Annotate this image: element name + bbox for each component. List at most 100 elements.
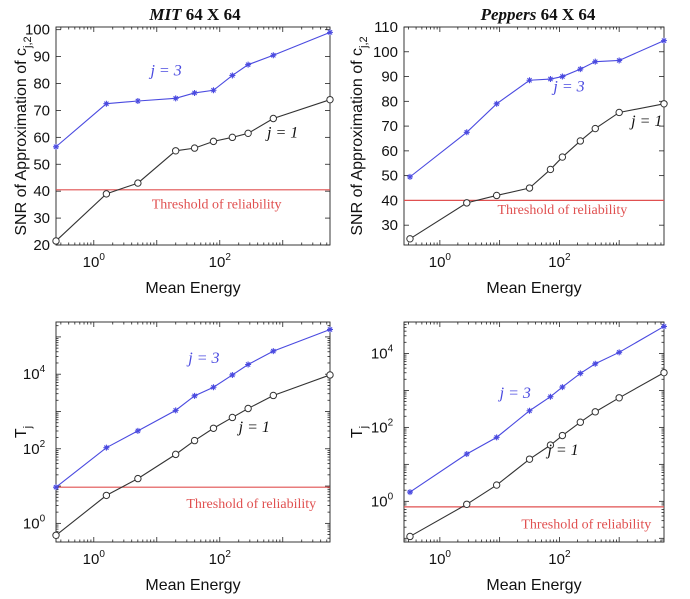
y-tick-label: 102 (23, 439, 46, 458)
y-tick-label: 50 (33, 156, 50, 173)
data-point (244, 404, 252, 413)
data-point (406, 532, 414, 541)
series-line-j1 (55, 99, 331, 242)
data-point (463, 500, 471, 508)
data-point (576, 137, 585, 145)
data-point (616, 57, 623, 64)
data-point (591, 124, 599, 133)
y-axis-label-subscript: j (358, 426, 370, 429)
x-tick-label: 100 (83, 549, 106, 568)
y-tick-exponent: 0 (388, 491, 394, 502)
chart-title-name: MIT (148, 5, 182, 24)
data-point (660, 368, 668, 377)
data-point (134, 474, 142, 483)
threshold-label: Threshold of reliability (521, 518, 651, 533)
chart-title: MIT 64 X 64 (148, 5, 241, 24)
data-point (661, 323, 667, 330)
chart-title-size: 64 X 64 (536, 5, 596, 24)
chart-title: Peppers 64 X 64 (480, 5, 596, 24)
series-line-j3 (409, 325, 665, 493)
y-tick-exponent: 4 (40, 364, 46, 375)
x-tick-exponent: 2 (225, 549, 231, 560)
data-point (210, 384, 217, 391)
data-point (406, 173, 413, 180)
y-axis-label-subscript: j,2 (22, 36, 34, 49)
y-tick-label: 100 (23, 513, 46, 532)
data-point (245, 361, 252, 368)
data-point (463, 129, 470, 136)
y-tick-label: 110 (374, 19, 398, 36)
y-tick-exponent: 2 (40, 439, 46, 450)
data-point (209, 424, 218, 432)
threshold-label: Threshold of reliability (186, 497, 316, 512)
x-tick-exponent: 2 (565, 549, 571, 560)
data-point (172, 407, 179, 414)
x-tick-exponent: 2 (565, 252, 571, 263)
data-point (592, 58, 599, 65)
series-line-j1 (409, 372, 665, 537)
x-tick-label: 100 (83, 252, 106, 271)
data-point (559, 73, 566, 80)
series-label-j3: j = 3 (498, 385, 531, 402)
series-line-j3 (55, 31, 331, 148)
x-axis-label: Mean Energy (145, 577, 240, 594)
data-point (53, 484, 59, 491)
plot-frame (55, 321, 331, 543)
y-tick-label: 104 (23, 364, 46, 383)
series-label-j3: j = 3 (148, 62, 181, 79)
plot-frame (55, 26, 331, 246)
data-point (660, 100, 668, 108)
data-point (52, 237, 60, 245)
data-point (546, 165, 555, 174)
y-tick-label: 90 (381, 69, 398, 86)
series-label-j1: j = 1 (545, 442, 578, 459)
x-tick-label: 102 (548, 252, 571, 271)
x-tick-label: 102 (209, 549, 232, 568)
data-point (172, 95, 179, 102)
data-point (53, 143, 59, 150)
x-tick-label: 100 (429, 252, 452, 271)
y-tick-label: 100 (25, 22, 50, 39)
x-tick-exponent: 0 (99, 252, 105, 263)
x-axis-label: Mean Energy (486, 577, 581, 594)
plot-frame (403, 26, 665, 246)
data-point (190, 144, 199, 152)
data-point (229, 72, 236, 79)
data-point (210, 87, 217, 94)
x-axis-label: Mean Energy (145, 280, 240, 297)
y-tick-label: 100 (373, 44, 398, 61)
data-point (558, 431, 567, 440)
data-point (615, 108, 623, 117)
y-tick-label: 102 (371, 417, 394, 436)
chart-title-name: Peppers (480, 5, 537, 24)
data-point (577, 370, 584, 377)
y-tick-label: 80 (381, 93, 398, 110)
data-point (171, 450, 180, 459)
y-tick-label: 20 (33, 237, 50, 254)
data-point (103, 100, 110, 107)
series-line-j3 (409, 40, 665, 178)
data-point (102, 190, 111, 198)
x-tick-exponent: 0 (99, 549, 105, 560)
data-point (270, 348, 277, 355)
data-point (190, 436, 199, 445)
data-point (269, 391, 278, 400)
y-tick-label: 30 (33, 210, 50, 227)
data-point (591, 408, 599, 416)
y-axis-label: Tj (13, 426, 34, 438)
data-point (615, 394, 623, 402)
data-point (327, 326, 333, 333)
series-line-j1 (55, 374, 331, 536)
y-tick-label: 70 (381, 118, 398, 135)
data-point (547, 393, 554, 400)
data-point (559, 384, 566, 391)
y-tick-label: 50 (381, 168, 398, 185)
y-axis-label: SNR of Approximation of cj,2 (13, 36, 34, 235)
y-tick-label: 60 (33, 129, 50, 146)
data-point (616, 349, 623, 356)
data-point (52, 531, 60, 539)
y-axis-label: SNR of Approximation of cj,2 (349, 36, 370, 235)
series-line-j1 (409, 103, 665, 240)
